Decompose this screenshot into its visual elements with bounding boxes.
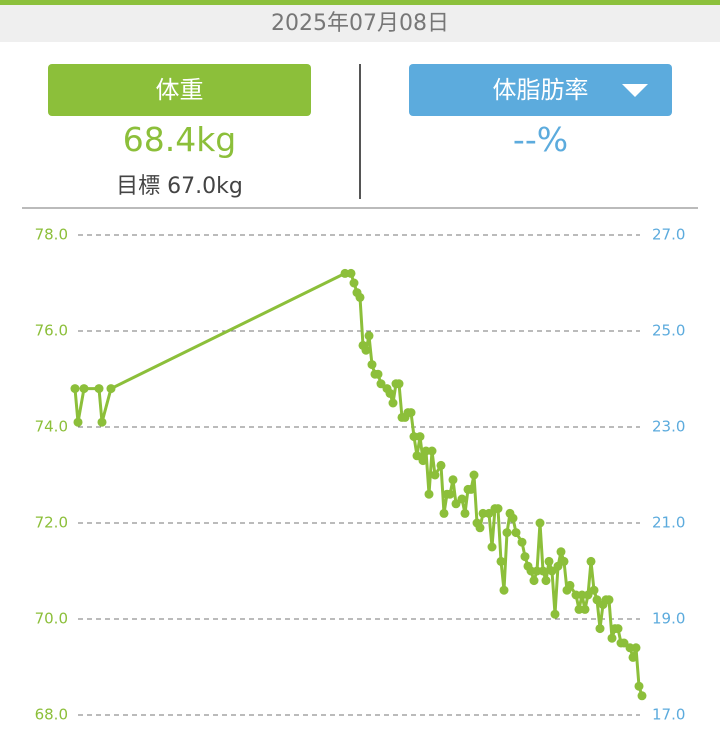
data-point <box>394 379 404 389</box>
data-point <box>631 643 641 653</box>
data-point <box>589 585 599 595</box>
data-point <box>502 528 512 538</box>
data-point <box>451 499 461 509</box>
dropdown-arrow <box>622 84 648 97</box>
data-point <box>547 566 557 576</box>
data-point <box>535 518 545 528</box>
y2-tick-label: 21.0 <box>652 514 685 532</box>
data-point <box>388 398 398 408</box>
y2-tick-label: 19.0 <box>652 610 685 628</box>
y-tick-label: 70.0 <box>35 610 68 628</box>
fat-button-label: 体脂肪率 <box>492 76 589 104</box>
data-point <box>385 388 395 398</box>
data-point <box>508 513 518 523</box>
data-point <box>580 604 590 614</box>
date-bar[interactable]: 2025年07月08日 <box>0 5 720 42</box>
data-point <box>475 523 485 533</box>
data-point <box>517 537 527 547</box>
data-point <box>361 345 371 355</box>
data-point <box>457 494 467 504</box>
data-point <box>469 470 479 480</box>
data-point <box>592 595 602 605</box>
weight-line <box>73 271 644 697</box>
data-point <box>79 384 89 394</box>
data-point <box>565 580 575 590</box>
data-point <box>484 508 494 518</box>
data-point <box>97 417 107 427</box>
data-point <box>364 331 374 341</box>
data-point <box>427 446 437 456</box>
divider <box>359 64 361 199</box>
data-point <box>556 547 566 557</box>
data-point <box>376 379 386 389</box>
top-bar <box>0 0 720 5</box>
data-point <box>529 576 539 586</box>
data-point <box>586 556 596 566</box>
data-point <box>487 542 497 552</box>
data-point <box>349 278 359 288</box>
y2-tick-label: 17.0 <box>652 706 685 724</box>
data-point <box>373 369 383 379</box>
y2-tick-label: 23.0 <box>652 418 685 436</box>
data-point <box>355 292 365 302</box>
y-tick-label: 72.0 <box>35 514 68 532</box>
data-point <box>607 633 617 643</box>
data-point <box>499 585 509 595</box>
data-point <box>346 268 356 278</box>
data-point <box>583 590 593 600</box>
data-point <box>628 652 638 662</box>
data-point <box>613 624 623 634</box>
data-point <box>553 561 563 571</box>
fat-value: --% <box>512 120 569 159</box>
data-point <box>511 528 521 538</box>
fat-button[interactable]: 体脂肪率 <box>409 64 672 116</box>
y-tick-label: 78.0 <box>35 226 68 244</box>
data-point <box>559 556 569 566</box>
data-point <box>520 552 530 562</box>
y-tick-label: 76.0 <box>35 322 68 340</box>
data-point <box>415 432 425 442</box>
data-point <box>436 460 446 470</box>
data-point <box>496 556 506 566</box>
data-point <box>538 566 548 576</box>
data-point <box>595 624 605 634</box>
weight-button[interactable]: 体重 <box>48 64 311 116</box>
data-point <box>424 489 434 499</box>
y2-tick-label: 27.0 <box>652 226 685 244</box>
data-point <box>73 417 83 427</box>
data-point <box>544 556 554 566</box>
data-point <box>493 504 503 514</box>
data-point <box>466 484 476 494</box>
data-point <box>439 508 449 518</box>
data-point <box>604 595 614 605</box>
y2-tick-label: 25.0 <box>652 322 685 340</box>
data-point <box>619 638 629 648</box>
data-point <box>460 508 470 518</box>
data-point <box>550 609 560 619</box>
data-point <box>367 360 377 370</box>
data-point <box>94 384 104 394</box>
separator <box>22 207 698 209</box>
data-point <box>541 576 551 586</box>
data-point <box>406 408 416 418</box>
data-point <box>634 681 644 691</box>
data-point <box>448 475 458 485</box>
data-point <box>430 470 440 480</box>
weight-value: 68.4kg <box>122 120 237 159</box>
data-point <box>418 456 428 466</box>
data-point <box>637 691 647 701</box>
data-point <box>445 489 455 499</box>
data-point <box>106 384 116 394</box>
y-tick-label: 68.0 <box>35 706 68 724</box>
data-point <box>412 451 422 461</box>
data-point <box>70 384 80 394</box>
y-tick-label: 74.0 <box>35 418 68 436</box>
weight-goal: 目標 67.0kg <box>116 174 243 199</box>
